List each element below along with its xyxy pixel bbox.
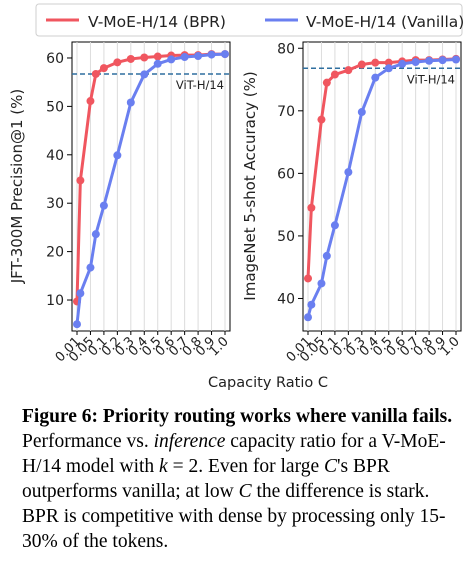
data-point (330, 221, 339, 230)
data-point (140, 53, 149, 62)
data-point (76, 176, 85, 185)
y-tick-label: 40 (46, 148, 64, 164)
caption-k-eq: = 2. Even for large (172, 456, 320, 477)
y-axis-label: ImageNet 5-shot Accuracy (%) (241, 71, 259, 300)
series-lines (304, 54, 460, 322)
data-point (425, 56, 434, 65)
data-point (438, 56, 447, 65)
data-point (86, 97, 95, 106)
legend-label-vanilla: V-MoE-H/14 (Vanilla) (306, 13, 464, 31)
y-tick-label: 60 (46, 51, 64, 67)
data-point (180, 53, 189, 62)
data-point (167, 55, 176, 64)
data-point (86, 263, 95, 272)
data-point (384, 64, 393, 73)
series-line (75, 52, 226, 325)
data-point (322, 251, 331, 260)
chart-panel-imagenet: ViT-H/14 40 50 60 70 80 0.010.050.10.20.30.4… (241, 41, 463, 365)
series-lines (73, 50, 229, 329)
caption-bold-title: Priority routing works where vanilla fai… (102, 406, 453, 427)
data-point (371, 58, 380, 67)
x-ticks: 0.010.050.10.20.30.40.50.60.70.80.91.0 (53, 331, 232, 365)
data-point (194, 52, 203, 61)
y-tick-label: 80 (277, 41, 295, 57)
caption-text-1: Performance vs. (22, 431, 149, 452)
data-point (317, 115, 326, 124)
y-tick-label: 40 (277, 291, 295, 307)
caption-italic: inference (153, 431, 226, 452)
y-ticks: 10 20 30 40 50 60 (46, 51, 72, 309)
legend-frame (35, 3, 463, 37)
caption-c-variable-2: C (238, 481, 252, 502)
data-point (207, 50, 216, 59)
data-point (307, 203, 316, 212)
data-point (304, 274, 312, 283)
reference-label: ViT-H/14 (407, 72, 455, 86)
data-point (73, 320, 81, 329)
data-point (113, 151, 122, 160)
figure-caption: Figure 6: Priority routing works where v… (22, 404, 462, 554)
y-tick-label: 60 (277, 166, 295, 182)
data-point (304, 313, 312, 322)
data-point (357, 60, 366, 69)
data-point (99, 201, 108, 210)
data-point (153, 59, 162, 68)
data-point (371, 73, 380, 82)
y-tick-label: 30 (46, 196, 64, 212)
data-point (99, 64, 108, 73)
data-point (398, 59, 407, 68)
grid-lines (76, 42, 226, 331)
data-point (91, 69, 100, 78)
reference-label: ViT-H/14 (176, 78, 224, 92)
y-tick-label: 50 (277, 229, 295, 245)
caption-figure-label: Figure 6: (22, 406, 99, 427)
y-tick-label: 20 (46, 245, 64, 261)
data-point (113, 58, 122, 67)
data-point (330, 70, 339, 79)
data-point (126, 98, 135, 107)
data-point (344, 66, 353, 75)
legend-label-bpr: V-MoE-H/14 (BPR) (88, 13, 226, 31)
series-line (306, 58, 457, 318)
data-point (76, 289, 85, 298)
caption-text-3: 's BPR outperforms vanilla; at low (22, 456, 390, 502)
y-tick-label: 50 (46, 99, 64, 115)
data-point (126, 54, 135, 63)
y-ticks: 40 50 60 70 80 (277, 41, 303, 307)
legend: V-MoE-H/14 (BPR) V-MoE-H/14 (Vanilla) (35, 3, 464, 37)
data-point (411, 58, 420, 67)
x-axis-label: Capacity Ratio C (208, 375, 328, 391)
data-point (307, 300, 316, 309)
data-point (384, 58, 393, 67)
chart-panel-jft: ViT-H/14 10 20 30 40 50 60 0.010.050.10.20.30… (8, 41, 232, 365)
caption-c-variable-1: C (324, 456, 338, 477)
caption-text-4: the difference is stark. BPR is competit… (22, 481, 446, 552)
y-tick-label: 10 (46, 293, 64, 309)
y-axis-label: JFT-300M Precision@1 (%) (8, 89, 26, 285)
data-point (317, 279, 326, 288)
x-ticks: 0.010.050.10.20.30.40.50.60.70.80.91.0 (284, 331, 463, 365)
data-point (344, 168, 353, 177)
data-point (153, 52, 162, 61)
figure: V-MoE-H/14 (BPR) V-MoE-H/14 (Vanilla) Vi… (8, 3, 464, 391)
reference-line: ViT-H/14 (303, 67, 461, 86)
data-point (452, 55, 460, 64)
data-point (357, 108, 366, 117)
caption-text-2: capacity ratio for a V-MoE-H/14 model wi… (22, 431, 446, 477)
data-point (221, 50, 229, 59)
data-point (140, 70, 149, 79)
caption-k-variable: k (159, 456, 168, 477)
plot-frame (302, 41, 462, 332)
data-point (91, 230, 100, 239)
data-point (322, 78, 331, 87)
plot-frame (71, 41, 231, 332)
y-tick-label: 70 (277, 104, 295, 120)
